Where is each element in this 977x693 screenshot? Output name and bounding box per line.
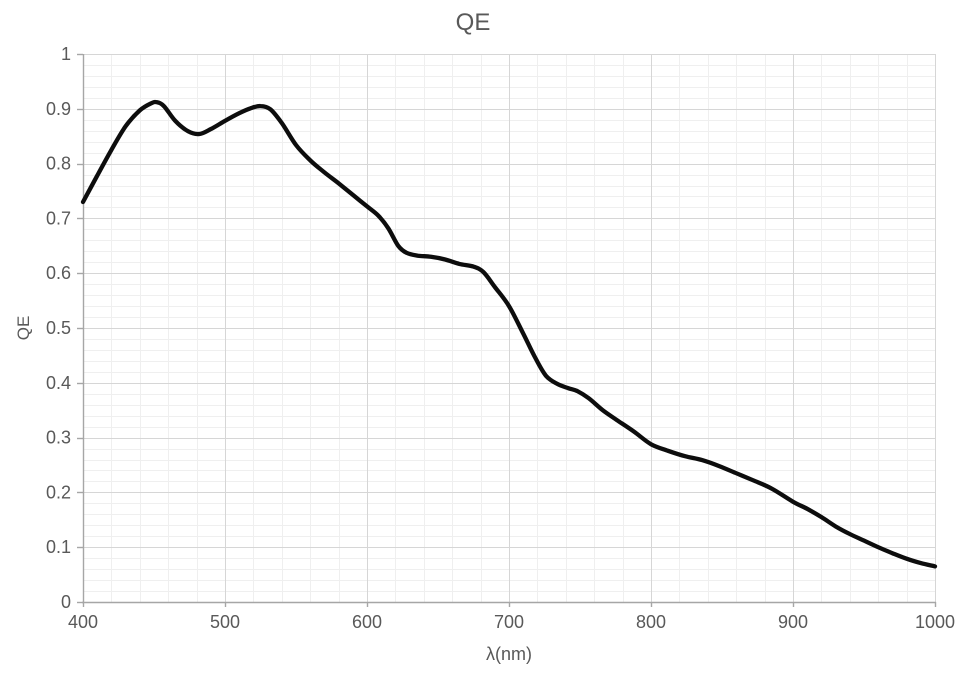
y-tick-label: 0.9 [46,99,71,119]
chart-title: QE [455,9,491,36]
y-tick-label: 1 [61,44,71,64]
y-tick-label: 0.3 [46,428,71,448]
y-tick-label: 0.4 [46,373,71,393]
x-tick-label: 900 [778,612,808,632]
qe-curve [80,99,938,569]
x-tick-label: 1000 [915,612,955,632]
x-tick-label: 400 [68,612,98,632]
x-tick-label: 600 [352,612,382,632]
y-tick-label: 0.6 [46,263,71,283]
x-tick-label: 500 [210,612,240,632]
y-tick-label: 0 [61,592,71,612]
y-tick-label: 0.5 [46,318,71,338]
y-axis-title: QE [14,315,33,341]
y-tick-label: 0.2 [46,482,71,502]
y-tick-label: 0.8 [46,154,71,174]
x-tick-label: 800 [636,612,666,632]
y-tick-label: 0.1 [46,537,71,557]
x-tick-label: 700 [494,612,524,632]
x-axis-title: λ(nm) [486,644,532,664]
y-tick-label: 0.7 [46,208,71,228]
